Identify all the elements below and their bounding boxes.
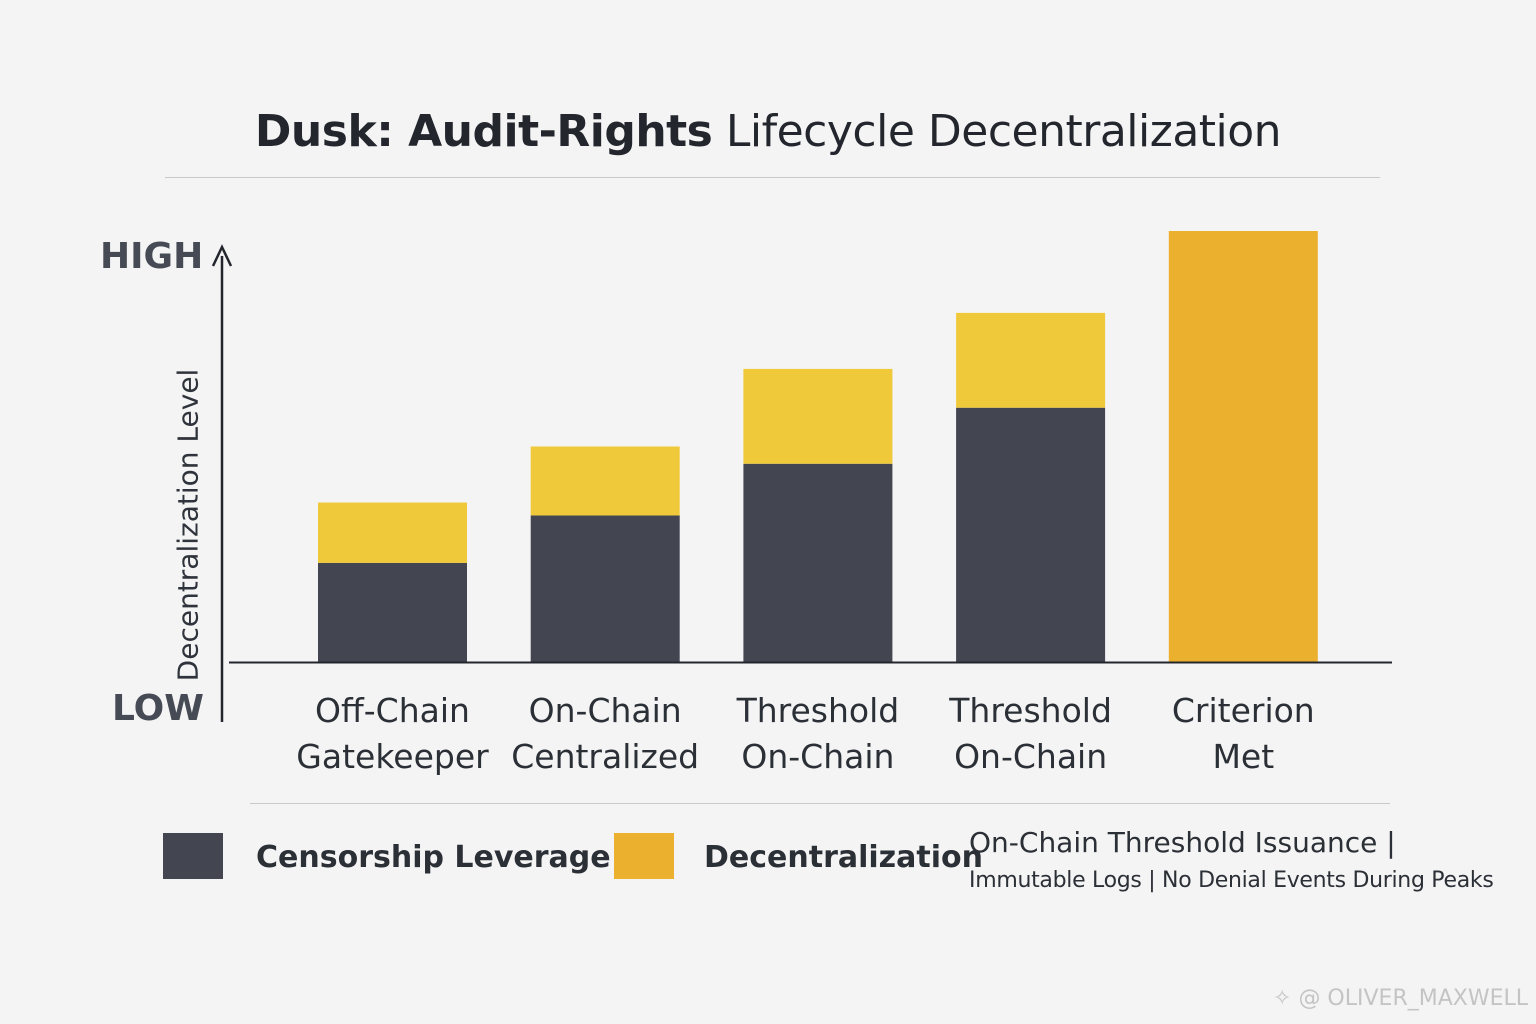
- x-tick-label-1: Off-Chain Gatekeeper: [288, 688, 498, 780]
- title-light: Lifecycle Decentralization: [725, 106, 1282, 157]
- legend-swatch-censorship: [163, 833, 223, 879]
- x-tick-label-line: Criterion: [1171, 691, 1315, 730]
- legend-divider: [250, 803, 1390, 804]
- y-axis-arrow-icon: [211, 244, 233, 267]
- y-high-label: HIGH: [100, 236, 204, 277]
- bar-decentralization-1: [318, 502, 467, 563]
- y-low-label: LOW: [112, 688, 204, 729]
- x-tick-label-line: Threshold: [949, 691, 1112, 730]
- x-tick-label-line: Centralized: [511, 737, 700, 776]
- bar-decentralization-4: [956, 312, 1106, 408]
- note-line-1: On-Chain Threshold Issuance |: [969, 826, 1396, 859]
- bar-censorship-1: [318, 562, 467, 662]
- x-tick-label-3: Threshold On-Chain: [713, 688, 923, 780]
- x-tick-label-line: On-Chain: [954, 737, 1108, 776]
- note-line-2: Immutable Logs | No Denial Events During…: [969, 868, 1494, 893]
- title-bold: Dusk: Audit-Rights: [254, 106, 713, 157]
- x-tick-label-2: On-Chain Centralized: [500, 688, 710, 780]
- bar-decentralization-2: [530, 446, 680, 516]
- x-tick-label-line: Met: [1212, 737, 1275, 776]
- y-axis-label: Decentralization Level: [171, 368, 205, 682]
- bar-decentralization-5: [1168, 231, 1318, 662]
- x-tick-label-line: On-Chain: [741, 737, 895, 776]
- title-divider: [165, 177, 1380, 178]
- x-tick-label-4: Threshold On-Chain: [926, 688, 1136, 780]
- bar-decentralization-3: [743, 368, 893, 464]
- x-tick-label-line: Threshold: [736, 691, 900, 730]
- bar-censorship-2: [530, 515, 680, 662]
- watermark-text: @ OLIVER_MAXWELL: [1298, 986, 1528, 1011]
- bar-censorship-4: [956, 407, 1106, 662]
- legend-swatch-decentralization: [614, 833, 674, 879]
- x-tick-label-line: Gatekeeper: [296, 737, 489, 776]
- bar-censorship-3: [743, 463, 893, 662]
- x-tick-label-line: On-Chain: [528, 691, 682, 730]
- watermark-icon: ✧: [1273, 986, 1299, 1011]
- legend-label-censorship: Censorship Leverage: [256, 840, 611, 875]
- legend-label-decentralization: Decentralization: [704, 840, 983, 875]
- chart-title: Dusk: Audit-Rights Lifecycle Decentraliz…: [0, 106, 1536, 157]
- x-tick-label-5: Criterion Met: [1138, 688, 1348, 780]
- watermark: ✧ @ OLIVER_MAXWELL: [1273, 986, 1528, 1011]
- x-tick-label-line: Off-Chain: [315, 691, 470, 730]
